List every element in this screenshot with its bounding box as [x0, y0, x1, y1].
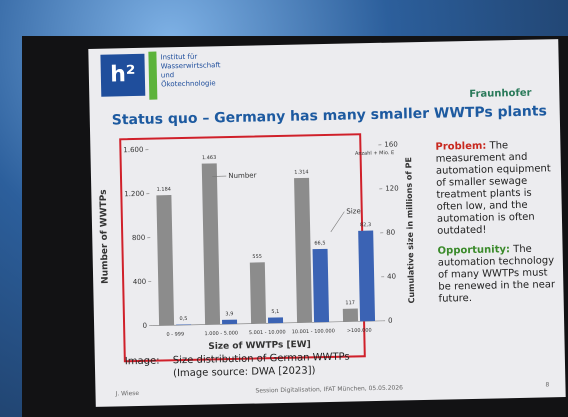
value-label: 82,3: [360, 222, 371, 228]
bar: [222, 319, 238, 325]
value-label: 1.184: [157, 187, 171, 193]
x-axis-title: Size of WWTPs [EW]: [208, 340, 311, 352]
logo-bar: [148, 51, 158, 100]
y-tick-label: 1.200: [124, 190, 144, 198]
value-label: 66,5: [314, 240, 325, 246]
x-tick-label: 1.000 - 5.000: [204, 330, 238, 337]
bar: [342, 308, 359, 322]
y2-tick-label: 160: [384, 141, 398, 149]
page-number: 8: [545, 381, 550, 389]
chart: Number of WWTPs Cumulative size in milli…: [99, 133, 416, 363]
caption-source: (Image source: DWA [2023]): [173, 365, 316, 380]
x-tick-label: 5.001 - 10.000: [249, 329, 286, 336]
y-tick-label: 1.600: [123, 146, 143, 154]
bar: [312, 248, 330, 323]
bar: [294, 177, 313, 323]
bar: [176, 324, 192, 326]
logo-mark: h²: [100, 53, 146, 97]
bar: [267, 317, 284, 324]
caption-label: Image:: [124, 355, 160, 368]
bar: [358, 230, 376, 322]
y2-tick-label: 40: [387, 273, 396, 281]
value-label: 5,1: [271, 309, 279, 315]
y-tick-label: 400: [133, 278, 147, 286]
bar: [201, 163, 221, 325]
value-label: 1.463: [202, 155, 216, 161]
x-tick-label: >100.000: [347, 328, 372, 335]
highlight-box: [119, 133, 366, 363]
bar: [156, 195, 175, 326]
y2-tick-label: 80: [386, 229, 395, 237]
caption-text: Size distribution of German WWTPs: [172, 351, 350, 367]
y-tick-label: 0: [143, 322, 148, 330]
annotation: Number: [228, 171, 256, 180]
annotation-arrow: [330, 211, 345, 233]
problem-text: The measurement and automation equipment…: [435, 140, 551, 237]
value-label: 555: [252, 254, 262, 260]
annotation: Size: [346, 207, 361, 215]
footer-author: J. Wiese: [115, 389, 140, 398]
x-tick-label: 10.001 - 100.000: [292, 328, 335, 335]
legend-note: Anzahl + Mio. E: [355, 150, 394, 157]
y-axis-title: Number of WWTPs: [99, 189, 111, 284]
bar: [249, 262, 267, 324]
brand: Fraunhofer: [469, 87, 532, 100]
slide-title: Status quo – Germany has many smaller WW…: [111, 103, 548, 129]
value-label: 1.314: [294, 169, 308, 175]
opportunity-label: Opportunity:: [437, 244, 511, 257]
side-text: Problem: The measurement and automation …: [435, 139, 558, 305]
y-tick-label: 800: [132, 234, 146, 242]
problem-label: Problem:: [435, 140, 487, 153]
value-label: 117: [345, 300, 355, 306]
y2-tick-label: 120: [385, 184, 399, 192]
x-tick-label: 0 - 999: [166, 332, 184, 338]
slide: h² Institut für Wasserwirtschaft und Öko…: [88, 39, 566, 407]
value-label: 3,9: [225, 311, 233, 317]
institute-name: Institut für Wasserwirtschaft und Ökotec…: [160, 52, 221, 89]
value-label: 0,5: [179, 316, 187, 322]
footer-event: Session Digitalisation, IFAT München, 05…: [255, 384, 404, 395]
y2-axis-title: Cumulative size in millions of PE: [404, 157, 416, 304]
y2-tick-label: 0: [388, 317, 393, 325]
